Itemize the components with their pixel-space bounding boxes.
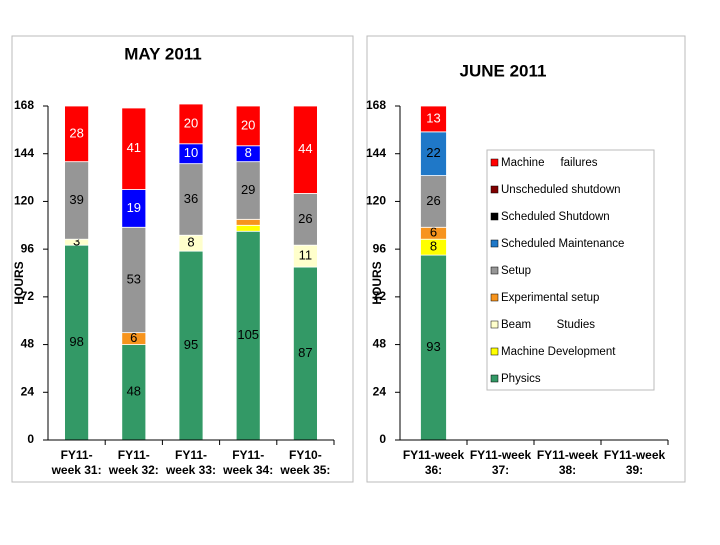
- chart-title: MAY 2011: [124, 44, 202, 63]
- x-tick-label: FY11-week 36:: [403, 448, 465, 477]
- data-label: 3: [73, 234, 80, 249]
- data-label: 93: [426, 339, 440, 354]
- data-label: 26: [298, 211, 312, 226]
- data-label: 87: [298, 345, 312, 360]
- x-tick-label: FY10-week 35:: [279, 448, 330, 477]
- y-tick-label: 0: [379, 432, 386, 446]
- bar-segment: [235, 161, 261, 220]
- y-tick-label: 168: [14, 98, 34, 112]
- y-tick-label: 48: [21, 337, 35, 351]
- bar-segment: [64, 105, 89, 163]
- legend-box: [486, 149, 655, 391]
- legend-swatch: [490, 347, 499, 356]
- legend-label: Scheduled Shutdown: [501, 211, 610, 223]
- data-label: 95: [184, 337, 198, 352]
- data-label: 8: [187, 235, 194, 250]
- x-tick-label: FY11-week 32:: [108, 448, 159, 477]
- data-label: 48: [127, 384, 141, 399]
- bar-segment: [235, 105, 261, 147]
- y-tick-label: 144: [14, 146, 34, 160]
- data-label: 22: [426, 145, 440, 160]
- legend-label: Physics: [501, 373, 541, 385]
- data-label: 10: [184, 145, 198, 160]
- y-tick-label: 24: [21, 384, 35, 398]
- y-tick-label: 24: [373, 384, 387, 398]
- bar-segment: [235, 224, 261, 232]
- y-tick-label: 144: [366, 146, 386, 160]
- data-label: 105: [237, 327, 259, 342]
- x-tick-label: FY11-week 31:: [51, 448, 102, 477]
- bar-segment: [121, 189, 147, 228]
- data-label: 29: [241, 182, 255, 197]
- bar-segment: [178, 103, 204, 145]
- bar-segment: [64, 161, 89, 240]
- bar-segment: [292, 105, 318, 194]
- y-axis-label: HOURS: [12, 261, 26, 304]
- x-tick-label: FY11-week 38:: [537, 448, 599, 477]
- y-tick-label: 72: [373, 289, 387, 303]
- legend-label: Scheduled Maintenance: [501, 238, 624, 250]
- y-tick-label: 120: [366, 194, 386, 208]
- y-tick-label: 96: [373, 241, 387, 255]
- bar-segment: [121, 107, 147, 190]
- y-axis-label: HOURS: [370, 261, 384, 304]
- y-tick-label: 120: [14, 194, 34, 208]
- legend-label: Experimental setup: [501, 292, 599, 304]
- bar-segment: [235, 230, 261, 441]
- data-label: 19: [127, 200, 141, 215]
- bar-segment: [64, 244, 89, 441]
- bar-segment: [292, 193, 318, 246]
- legend-swatch: [490, 293, 499, 302]
- data-label: 41: [127, 140, 141, 155]
- data-label: 39: [69, 192, 83, 207]
- data-label: 53: [127, 271, 141, 286]
- data-label: 8: [245, 145, 252, 160]
- y-tick-label: 72: [21, 289, 35, 303]
- chart-title: JUNE 2011: [460, 61, 547, 80]
- y-tick-label: 48: [373, 337, 387, 351]
- bar-segment: [292, 266, 318, 441]
- legend-swatch: [490, 266, 499, 275]
- y-tick-label: 168: [366, 98, 386, 112]
- data-label: 13: [426, 110, 440, 125]
- legend-label: Machine Development: [501, 346, 616, 358]
- data-label: 36: [184, 191, 198, 206]
- legend-label: Beam Studies: [501, 319, 595, 331]
- data-label: 98: [69, 334, 83, 349]
- data-label: 28: [69, 125, 83, 140]
- legend-label: Unscheduled shutdown: [501, 184, 621, 196]
- y-tick-label: 0: [27, 432, 34, 446]
- bar-segment: [178, 250, 204, 441]
- legend-swatch: [490, 320, 499, 329]
- data-label: 44: [298, 141, 312, 156]
- legend-swatch: [490, 374, 499, 383]
- x-tick-label: FY11-week 34:: [222, 448, 273, 477]
- data-label: 26: [426, 193, 440, 208]
- x-tick-label: FY11-week 33:: [165, 448, 216, 477]
- bar-segment: [420, 105, 447, 133]
- data-label: 6: [430, 225, 437, 240]
- legend-label: Machine failures: [501, 157, 598, 169]
- data-label: 20: [184, 115, 198, 130]
- x-tick-label: FY11-week 39:: [604, 448, 666, 477]
- data-label: 6: [130, 330, 137, 345]
- legend-swatch: [490, 185, 499, 194]
- x-tick-label: FY11-week 37:: [470, 448, 532, 477]
- bar-segment: [420, 131, 447, 176]
- legend-swatch: [490, 212, 499, 221]
- bar-segment: [235, 218, 261, 226]
- data-label: 8: [430, 239, 437, 254]
- y-tick-label: 96: [21, 241, 35, 255]
- legend-swatch: [490, 158, 499, 167]
- legend-label: Setup: [501, 265, 531, 277]
- legend-swatch: [490, 239, 499, 248]
- data-label: 11: [299, 248, 313, 263]
- data-label: 20: [241, 117, 255, 132]
